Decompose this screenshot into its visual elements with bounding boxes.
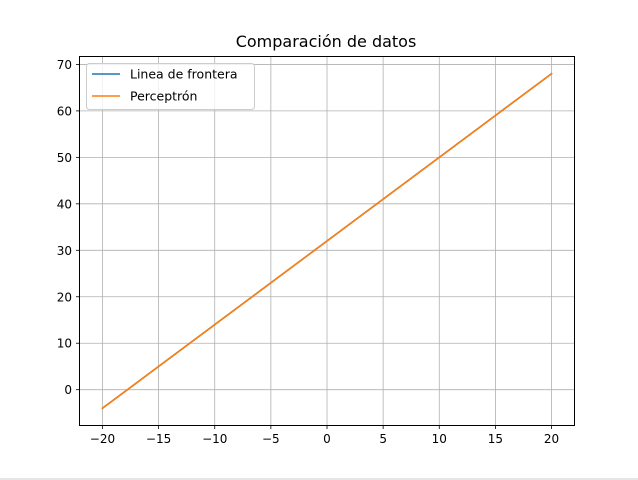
y-tick-label-4: 40 [57,197,72,211]
x-tick-label-0: −20 [90,432,115,446]
legend-label-linea-de-frontera: Linea de frontera [130,67,238,82]
grid-lines [80,57,574,425]
chart-title: Comparación de datos [236,32,417,51]
y-tick-label-5: 50 [57,151,72,165]
x-axis-ticks: −20 −15 −10 −5 0 5 10 15 20 [90,425,559,446]
x-tick-label-2: −10 [202,432,227,446]
x-tick-label-5: 5 [379,432,387,446]
y-tick-label-7: 70 [57,58,72,72]
x-tick-label-1: −15 [146,432,171,446]
y-tick-label-3: 30 [57,244,72,258]
x-tick-label-3: −5 [262,432,280,446]
x-tick-label-8: 20 [544,432,559,446]
x-tick-label-7: 15 [488,432,503,446]
y-tick-label-6: 60 [57,104,72,118]
legend-box [86,63,255,110]
y-tick-label-1: 10 [57,337,72,351]
x-tick-label-6: 10 [432,432,447,446]
y-tick-label-0: 0 [64,383,72,397]
y-tick-label-2: 20 [57,290,72,304]
legend-label-perceptron: Perceptrón [130,89,197,104]
x-tick-label-4: 0 [323,432,331,446]
bottom-edge [0,478,638,480]
y-axis-ticks: 0 10 20 30 40 50 60 70 [57,58,80,397]
series-lines [101,72,553,410]
series-line-perceptron [101,72,553,410]
legend: Linea de frontera Perceptrón [86,63,255,110]
